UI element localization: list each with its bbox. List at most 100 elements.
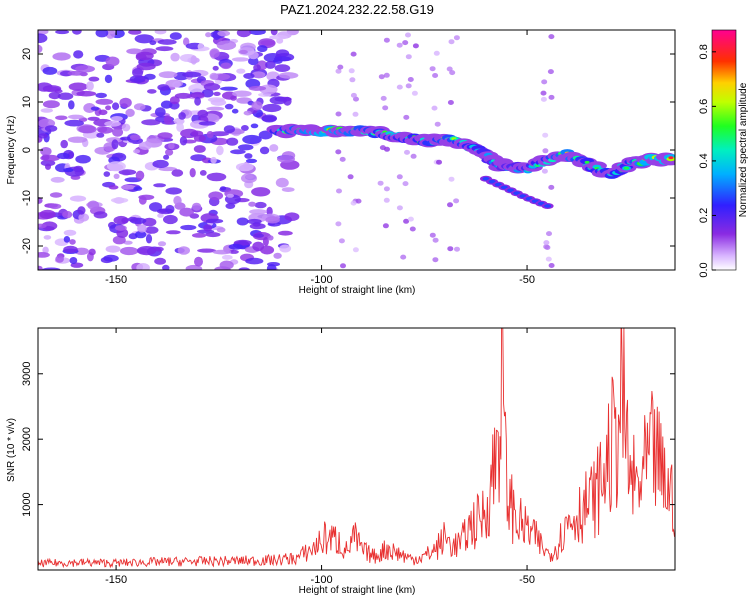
branch-segment	[544, 204, 552, 208]
noise-blob	[337, 64, 344, 70]
noise-blob	[248, 85, 267, 91]
noise-blob	[352, 247, 359, 253]
snr-x-axis-label: Height of straight line (km)	[299, 585, 416, 596]
noise-blob	[172, 81, 182, 88]
noise-blob	[241, 125, 249, 131]
noise-blob	[55, 255, 64, 263]
colorbar-label: Normalized spectral amplitude	[738, 82, 749, 217]
noise-blob	[240, 42, 256, 52]
noise-blob	[157, 213, 164, 218]
noise-blob	[40, 154, 60, 162]
noise-blob	[541, 79, 548, 85]
y-tick-label: 0	[21, 147, 33, 153]
noise-blob	[447, 100, 454, 105]
noise-blob	[335, 149, 342, 155]
y-tick-label: 1000	[21, 492, 33, 516]
noise-blob	[278, 72, 299, 79]
noise-blob	[165, 204, 175, 214]
noise-blob	[121, 123, 131, 132]
noise-blob	[43, 235, 52, 240]
colorbar-gradient	[711, 29, 737, 271]
noise-blob	[349, 77, 356, 83]
noise-blob	[548, 94, 555, 100]
spectrogram-y-axis-label: Frequency (Hz)	[6, 116, 17, 185]
noise-blob	[135, 170, 145, 181]
noise-blob	[266, 71, 280, 81]
noise-blob	[157, 39, 177, 45]
noise-blob	[382, 223, 389, 229]
noise-blob	[269, 144, 279, 152]
noise-blob	[412, 43, 419, 49]
noise-blob	[335, 221, 342, 227]
noise-blob	[182, 71, 202, 78]
y-tick-label: 2000	[21, 427, 33, 451]
colorbar-tick-label: 0.0	[698, 262, 710, 277]
noise-blob	[217, 30, 231, 37]
noise-blob	[335, 111, 342, 117]
noise-blob	[429, 232, 436, 238]
noise-blob	[126, 48, 143, 55]
noise-blob	[165, 230, 181, 235]
noise-blob	[449, 70, 456, 76]
noise-blob	[136, 246, 157, 256]
noise-blob	[545, 256, 552, 262]
noise-blob	[38, 265, 43, 270]
noise-blob	[205, 232, 221, 238]
noise-blob	[98, 109, 108, 116]
noise-blob	[403, 114, 410, 120]
noise-blob	[225, 203, 236, 209]
noise-blob	[221, 254, 233, 260]
noise-blob	[129, 75, 146, 83]
noise-blob	[105, 105, 112, 111]
noise-blob	[113, 215, 129, 225]
noise-blob	[128, 30, 142, 35]
noise-blob	[52, 52, 71, 61]
noise-blob	[77, 206, 86, 215]
noise-blob	[69, 239, 76, 245]
noise-blob	[431, 105, 438, 111]
noise-blob	[106, 161, 126, 172]
noise-blob	[380, 95, 387, 101]
noise-blob	[429, 66, 436, 72]
noise-blob	[110, 197, 129, 203]
colorbar: 0.0 0.2 0.4 0.6 0.8 Normalized spectral ampl…	[698, 29, 749, 278]
noise-blob	[405, 54, 412, 60]
noise-blob	[42, 66, 58, 75]
noise-blob	[48, 92, 61, 100]
spectrogram-x-axis-label: Height of straight line (km)	[299, 285, 416, 296]
y-tick-label: -20	[21, 238, 33, 254]
snr-y-axis-label: SNR (10 * v/v)	[6, 418, 17, 482]
noise-blob	[147, 89, 157, 94]
noise-blob	[340, 263, 346, 269]
noise-blob	[75, 65, 95, 73]
noise-blob	[191, 130, 204, 137]
noise-blob	[60, 139, 68, 149]
noise-blob	[179, 207, 194, 217]
noise-blob	[238, 267, 250, 270]
noise-blob	[194, 96, 202, 106]
noise-blob	[230, 149, 246, 155]
noise-blob	[145, 226, 159, 234]
noise-blob	[194, 256, 203, 267]
noise-blob	[284, 212, 300, 221]
noise-blob	[48, 203, 62, 210]
noise-blob	[103, 254, 119, 262]
noise-blob	[69, 195, 87, 202]
noise-blob	[39, 209, 56, 219]
noise-blob	[135, 51, 154, 61]
noise-blob	[206, 172, 227, 182]
noise-blob	[38, 44, 43, 54]
noise-blob	[216, 40, 237, 50]
noise-blob	[44, 125, 58, 132]
noise-blob	[203, 83, 221, 91]
noise-blob	[454, 246, 460, 252]
noise-blob	[191, 233, 207, 238]
noise-blob	[63, 236, 71, 243]
noise-blob	[383, 186, 390, 192]
noise-blob	[72, 30, 82, 35]
noise-blob	[154, 257, 167, 265]
noise-blob	[396, 205, 403, 211]
y-tick-label: 20	[21, 48, 33, 60]
noise-blob	[402, 40, 409, 46]
noise-blob	[193, 134, 206, 142]
